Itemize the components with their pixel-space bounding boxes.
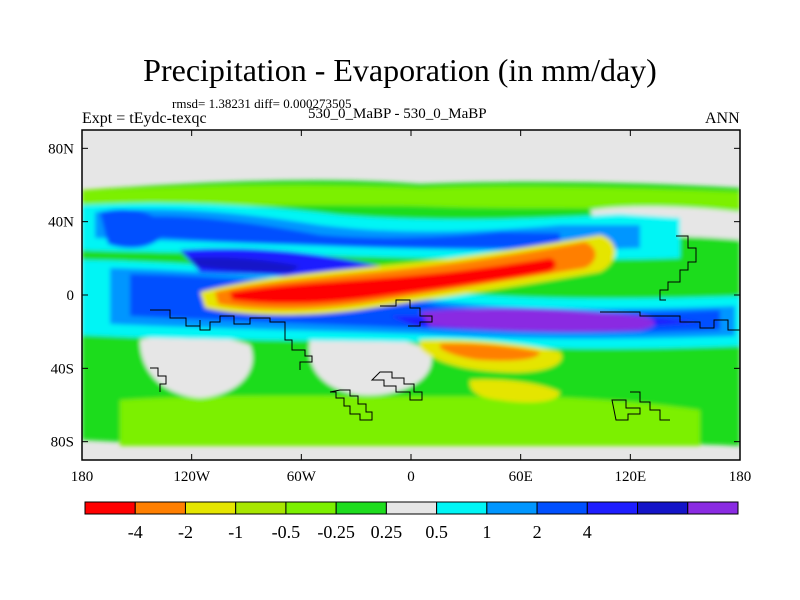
lon-tick-label: 180	[71, 469, 94, 485]
colorbar-swatch	[134, 501, 186, 515]
colorbar-label: -0.25	[317, 522, 355, 542]
longitude-axis: 180 120W 60W 0 60E 120E 180	[71, 130, 752, 485]
colorbar-swatch	[184, 501, 237, 515]
map-title: Precipitation - Evaporation (in mm/day)	[143, 52, 657, 88]
colorbar-swatch	[235, 501, 287, 515]
colorbar: -4 -2 -1 -0.5 -0.25 0.25 0.5 1 2 4	[84, 501, 739, 542]
colorbar-label: 1	[482, 522, 491, 542]
colorbar-label: 2	[533, 522, 542, 542]
lat-tick-label: 80N	[48, 141, 74, 157]
colorbar-label: -4	[128, 522, 143, 542]
lon-tick-label: 180	[729, 469, 752, 485]
lon-tick-label: 120W	[173, 469, 211, 485]
colorbar-swatch	[687, 501, 739, 515]
lat-tick-label: 80S	[51, 435, 74, 451]
colorbar-label: -2	[178, 522, 193, 542]
colorbar-swatch	[84, 501, 136, 515]
colorbar-swatch	[285, 501, 337, 515]
colorbar-label: 0.25	[371, 522, 403, 542]
colorbar-swatch	[335, 501, 387, 515]
experiment-label: Expt = tEydc-texqc	[82, 110, 207, 127]
lon-tick-label: 60E	[509, 469, 533, 485]
lon-tick-label: 0	[407, 469, 415, 485]
colorbar-label: -0.5	[272, 522, 301, 542]
lat-tick-label: 0	[67, 288, 75, 304]
colorbar-swatch	[586, 501, 639, 515]
colorbar-swatch	[436, 501, 488, 515]
lat-tick-label: 40N	[48, 215, 74, 231]
season-label: ANN	[705, 110, 740, 127]
lon-tick-label: 60W	[287, 469, 317, 485]
latitude-axis: 80N 40N 0 40S 80S	[48, 141, 740, 451]
colorbar-swatch	[637, 501, 689, 515]
colorbar-swatch	[536, 501, 588, 515]
field-contours	[82, 180, 740, 446]
colorbar-label: -1	[228, 522, 243, 542]
lat-tick-label: 40S	[51, 361, 74, 377]
continent-outline	[150, 235, 740, 421]
cases-label: 530_0_MaBP - 530_0_MaBP	[308, 106, 487, 122]
stats-line: rmsd= 1.38231 diff= 0.000273505	[172, 96, 352, 111]
colorbar-swatch	[486, 501, 538, 515]
colorbar-label: 4	[583, 522, 592, 542]
colorbar-label: 0.5	[425, 522, 448, 542]
lon-tick-label: 120E	[614, 469, 646, 485]
colorbar-swatch	[385, 501, 438, 515]
